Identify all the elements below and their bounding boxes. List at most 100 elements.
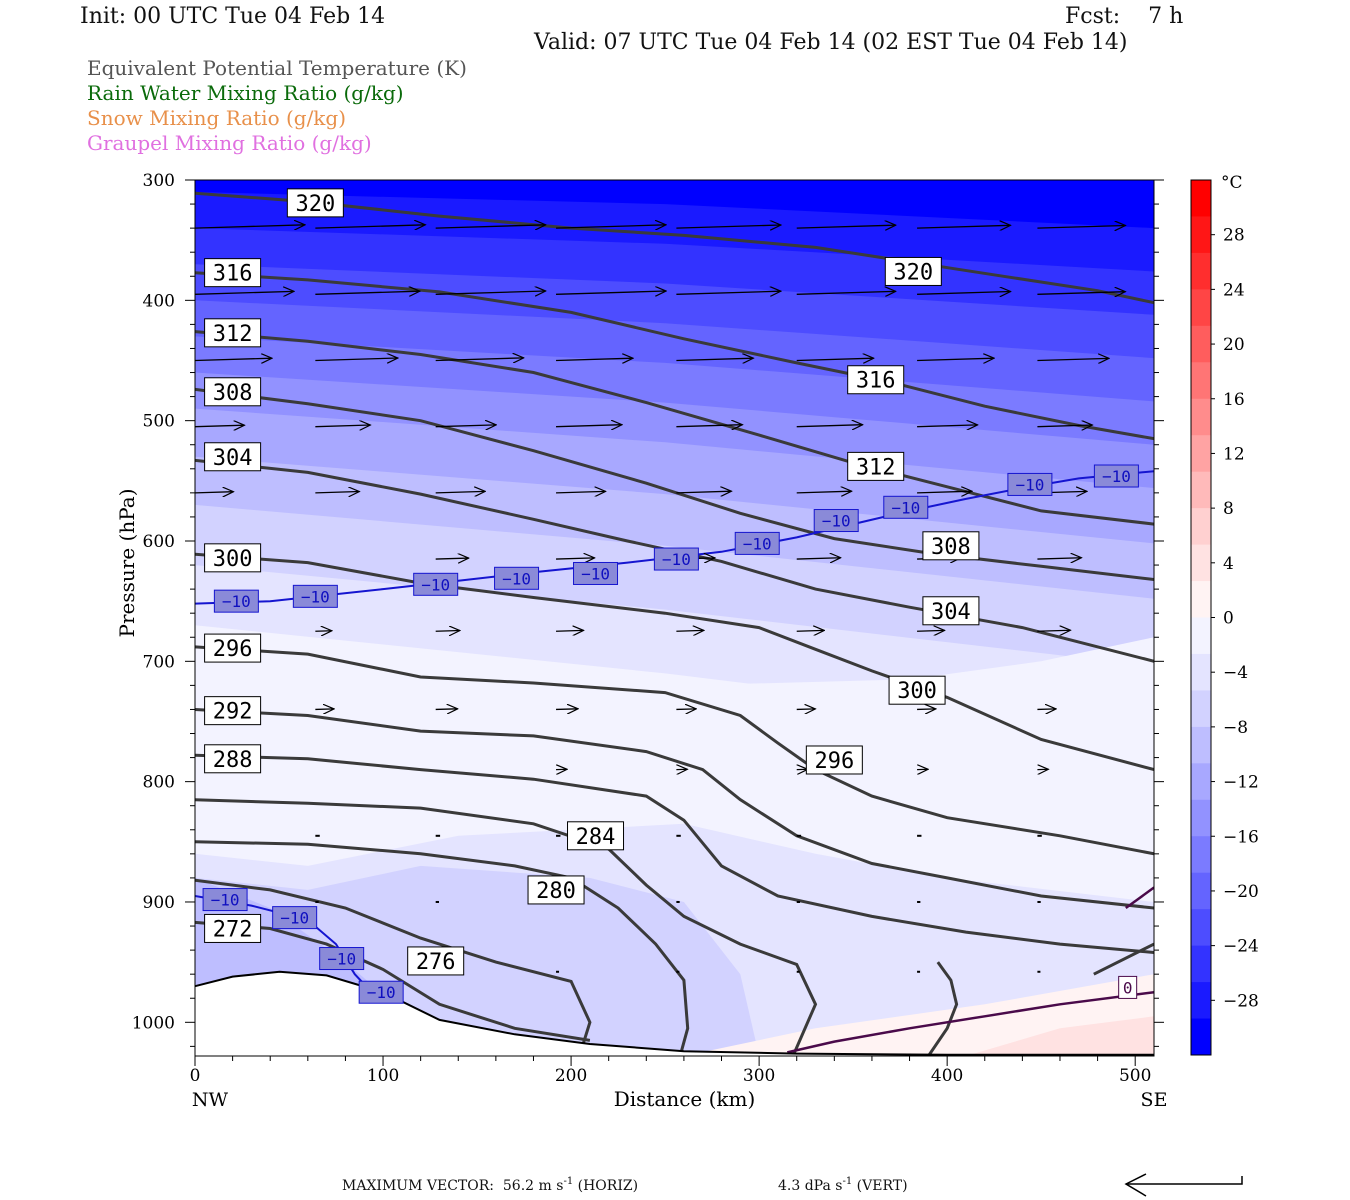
axes: 300 400 500 600 700 800 900 1000 0 100 200 300 400 50… xyxy=(115,171,1167,1111)
colorbar-swatch xyxy=(1191,836,1211,874)
isotherm-label-box xyxy=(202,888,248,912)
theta-e-label-text: 300 xyxy=(213,547,253,572)
theta-e-label-text: 280 xyxy=(536,879,576,904)
isotherm-label-text: −10 xyxy=(891,498,920,517)
isotherm-label: −10 xyxy=(883,495,929,519)
theta-e-label-box xyxy=(567,821,625,851)
theta-e-label-text: 300 xyxy=(897,679,937,704)
wind-vector xyxy=(796,225,896,228)
isotherm-label-box xyxy=(653,547,699,571)
wind-vector xyxy=(1037,425,1092,427)
theta-e-label-box xyxy=(527,875,585,905)
colorbar-tick-label: −24 xyxy=(1223,937,1259,957)
wind-vector xyxy=(676,709,696,710)
reference-vector xyxy=(1124,1173,1243,1197)
theta-e-label: 296 xyxy=(805,745,863,775)
isotherm-label: −10 xyxy=(1093,464,1139,488)
colorbar-swatch xyxy=(1191,945,1211,983)
colorbar-swatch xyxy=(1191,508,1211,546)
y-tick-label: 800 xyxy=(143,773,175,793)
reference-vector-shaft xyxy=(1126,1176,1243,1185)
theta-e-contour xyxy=(195,191,1154,305)
y-tick-label: 300 xyxy=(143,171,175,191)
theta-e-label: 304 xyxy=(922,596,980,626)
wind-vector xyxy=(917,630,945,631)
theta-e-label-text: 284 xyxy=(576,825,616,850)
wind-vector xyxy=(315,225,425,228)
wind-vector xyxy=(1153,359,1154,361)
y-tick-label: 900 xyxy=(143,893,175,913)
theta-e-label: 292 xyxy=(204,696,262,726)
isotherm-label: −10 xyxy=(1007,472,1053,496)
wind-vector xyxy=(796,425,863,427)
y-tick-label: 600 xyxy=(143,532,175,552)
init-time-label: Init: 00 UTC Tue 04 Feb 14 xyxy=(80,4,386,29)
theta-e-label-text: 296 xyxy=(814,749,854,774)
colorbar-swatch xyxy=(1191,1018,1211,1056)
colorbar-tick-label: −16 xyxy=(1223,827,1259,847)
wind-vector xyxy=(1153,630,1154,632)
wind-vector xyxy=(796,491,852,493)
wind-vector xyxy=(796,358,874,360)
x-tick-label: 100 xyxy=(367,1066,399,1086)
colorbar-swatch xyxy=(1191,581,1211,618)
isotherm-label-box xyxy=(358,980,404,1004)
theta-e-label-text: 304 xyxy=(213,446,253,471)
theta-e-label: 308 xyxy=(204,377,262,407)
theta-e-label-text: 312 xyxy=(213,322,253,347)
theta-e-label-box xyxy=(204,913,262,943)
wind-vector xyxy=(1037,709,1056,710)
colorbar-tick-label: 4 xyxy=(1223,554,1234,574)
colorbar-swatch xyxy=(1191,909,1211,947)
wind-vector xyxy=(917,491,972,493)
theta-e-label: 316 xyxy=(847,365,905,395)
theta-e-label-box xyxy=(922,531,980,561)
vert-exp: -1 xyxy=(842,1176,853,1187)
wind-vector xyxy=(435,425,497,427)
theta-e-label: 288 xyxy=(204,744,262,774)
legend-theta-e: Equivalent Potential Temperature (K) xyxy=(87,56,467,80)
wind-vector xyxy=(195,358,272,360)
terrain-fill xyxy=(195,971,1154,1056)
isotherm-label: −10 xyxy=(213,589,259,613)
y-axis-label: Pressure (hPa) xyxy=(115,489,139,638)
isotherm-label-text: −10 xyxy=(211,891,240,910)
colorbar-tick-label: 8 xyxy=(1223,499,1234,519)
isotherm-zero-upper xyxy=(1125,886,1154,910)
wind-vector xyxy=(195,425,245,426)
theta-e-label: 296 xyxy=(204,633,262,663)
x-tick-label: 0 xyxy=(190,1066,201,1086)
theta-e-contour xyxy=(195,753,1154,954)
isotherm-label-text: −10 xyxy=(662,550,691,569)
theta-e-label-box xyxy=(847,451,905,481)
isotherm-label-box xyxy=(272,906,318,930)
theta-e-contour xyxy=(195,798,818,1056)
wind-vector xyxy=(676,491,731,493)
theta-e-label-text: 320 xyxy=(295,192,335,217)
theta-e-label-box xyxy=(204,744,262,774)
colorbar-tick-label: 20 xyxy=(1223,335,1245,355)
reference-vector-head xyxy=(1124,1173,1147,1197)
theta-e-label-box xyxy=(407,946,465,976)
theta-e-contour xyxy=(195,552,1154,772)
colorbar-swatch xyxy=(1191,763,1211,801)
x-tick-label: 400 xyxy=(931,1066,963,1086)
theta-e-label: 312 xyxy=(847,451,905,481)
theta-e-label-text: 272 xyxy=(213,917,253,942)
wind-vector xyxy=(796,630,825,631)
colorbar-tick-label: −12 xyxy=(1223,773,1259,793)
theta-e-label-text: 276 xyxy=(416,950,456,975)
theta-e-contours xyxy=(195,191,1154,1056)
temperature-shading xyxy=(195,180,1154,1056)
isotherm-label: −10 xyxy=(813,509,859,533)
isotherm-label-box xyxy=(319,947,365,971)
isotherm-label-box xyxy=(1007,472,1053,496)
wind-vector xyxy=(1037,558,1081,559)
colorbar-swatch xyxy=(1191,471,1211,509)
isotherm-label: −10 xyxy=(319,947,365,971)
wind-vector xyxy=(435,491,486,492)
theta-e-label: 300 xyxy=(888,675,946,705)
theta-e-contour xyxy=(195,271,1154,441)
wind-vector xyxy=(556,291,666,294)
footer-max-vector-horiz: MAXIMUM VECTOR: 56.2 m s-1 (HORIZ) xyxy=(342,1176,638,1194)
